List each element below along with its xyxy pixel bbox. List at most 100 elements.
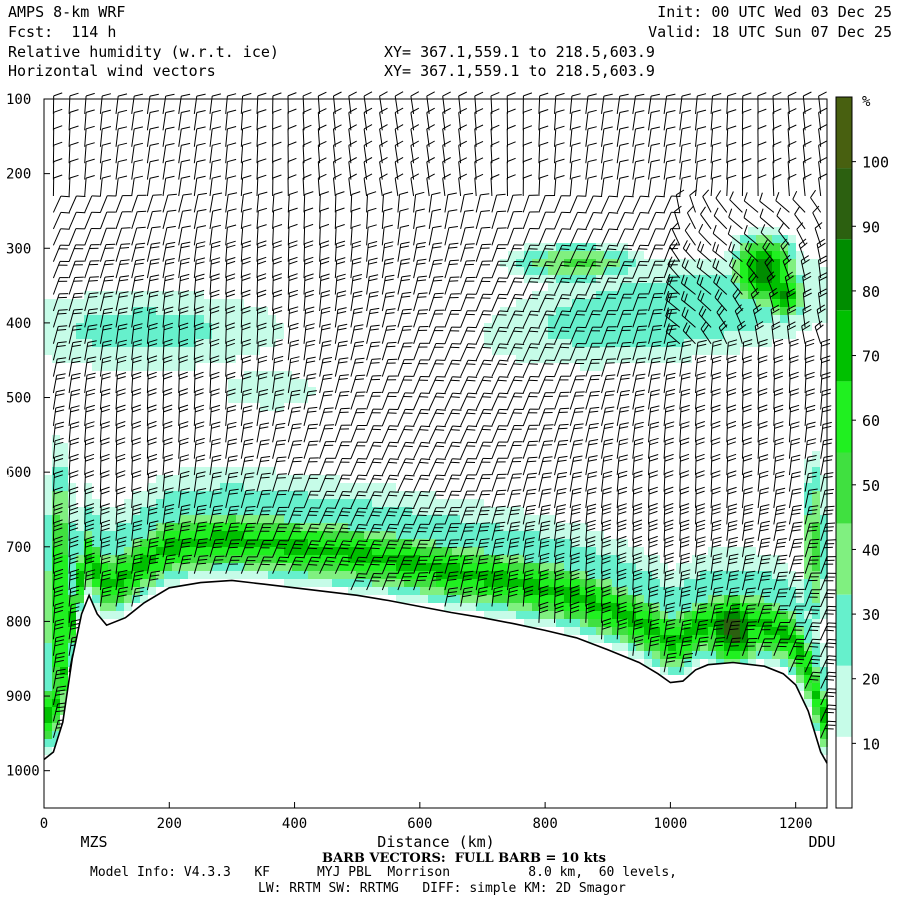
rh-cell [580,339,588,347]
wind-barb-flag [195,261,205,265]
rh-cell [684,611,692,619]
rh-cell [652,307,660,315]
wind-barb [178,145,182,164]
wind-barb [178,309,181,328]
wind-barb-flag [149,262,159,265]
rh-cell [708,587,716,595]
wind-barb [272,441,278,459]
wind-barb [428,243,434,262]
rh-cell [492,547,500,555]
wind-barb-flag [356,544,366,546]
wind-barb [460,327,469,344]
wind-barb [162,112,167,131]
rh-cell [740,643,748,651]
rh-cell [780,595,788,603]
rh-cell [796,651,804,659]
wind-barb-flag [442,91,451,97]
rh-cell [556,259,564,267]
rh-cell [252,307,260,315]
wind-barb-flag [212,492,222,495]
wind-barb [475,425,484,443]
rh-cell [676,643,684,651]
rh-cell [236,475,244,483]
rh-cell [228,467,236,475]
wind-barb-flag [197,488,207,491]
rh-cell [580,299,588,307]
wind-barb-flag [416,262,426,265]
wind-barb-flag [483,409,493,411]
wind-barb-flag [69,539,79,544]
wind-barb [209,473,214,492]
wind-barb [444,277,451,295]
rh-cell [588,555,596,563]
rh-cell [820,707,828,715]
wind-barb-flag [135,258,145,262]
wind-barb-flag [464,542,474,545]
rh-cell [532,587,540,595]
wind-barb-flag [164,507,174,511]
rh-cell [820,715,828,723]
rh-cell [252,483,260,491]
rh-cell [788,283,796,291]
rh-cell [204,531,212,539]
wind-barb-flag [348,91,357,97]
rh-cell [548,315,556,323]
rh-cell [44,691,52,699]
rh-cell [340,547,348,555]
rh-cell [164,307,172,315]
wind-barb-flag [213,509,223,512]
rh-cell [460,499,468,507]
wind-barb [99,145,103,164]
rh-cell [44,555,52,563]
rh-cell [92,571,100,579]
rh-cell [228,539,236,547]
wind-barb-flag [180,277,190,282]
wind-barb [131,588,136,607]
rh-cell [108,291,116,299]
wind-barb-flag [195,421,205,425]
wind-barb [458,128,462,147]
wind-barb [146,489,150,509]
wind-barb-flag [164,491,174,495]
wind-barb-flag [102,158,112,163]
rh-cell [84,507,92,515]
rh-cell [620,307,628,315]
wind-barb-flag [72,340,82,344]
rh-cell [52,603,60,611]
rh-cell [684,619,692,627]
wind-barb [162,161,167,180]
wind-barb-flag [464,570,474,573]
rh-cell [716,587,724,595]
wind-barb-flag [164,511,174,515]
wind-barb-flag [370,345,380,348]
rh-cell [604,547,612,555]
rh-cell [76,587,84,595]
wind-barb-flag [226,322,235,327]
wind-barb [366,326,372,344]
wind-barb-flag [54,626,64,630]
wind-barb-flag [288,207,298,212]
rh-cell [284,379,292,387]
rh-cell [52,627,60,635]
wind-barb-flag [73,296,83,298]
rh-cell [812,723,820,731]
wind-barb-flag [210,359,220,364]
wind-barb [397,376,405,394]
wind-barb-flag [447,192,457,196]
wind-barb-flag [499,310,509,312]
wind-barb-flag [442,107,451,113]
rh-cell [620,571,628,579]
rh-cell [132,291,140,299]
wind-barb [256,408,261,426]
wind-barb [146,473,149,492]
rh-cell [44,523,52,531]
rh-cell [292,523,300,531]
wind-barb [460,409,469,427]
rh-cell [268,523,276,531]
rh-cell [740,283,748,291]
wind-barb-flag [85,92,95,97]
wind-barb-flag [401,275,411,278]
wind-barb-flag [118,569,128,573]
rh-cell [252,339,260,347]
rh-cell [116,579,124,587]
